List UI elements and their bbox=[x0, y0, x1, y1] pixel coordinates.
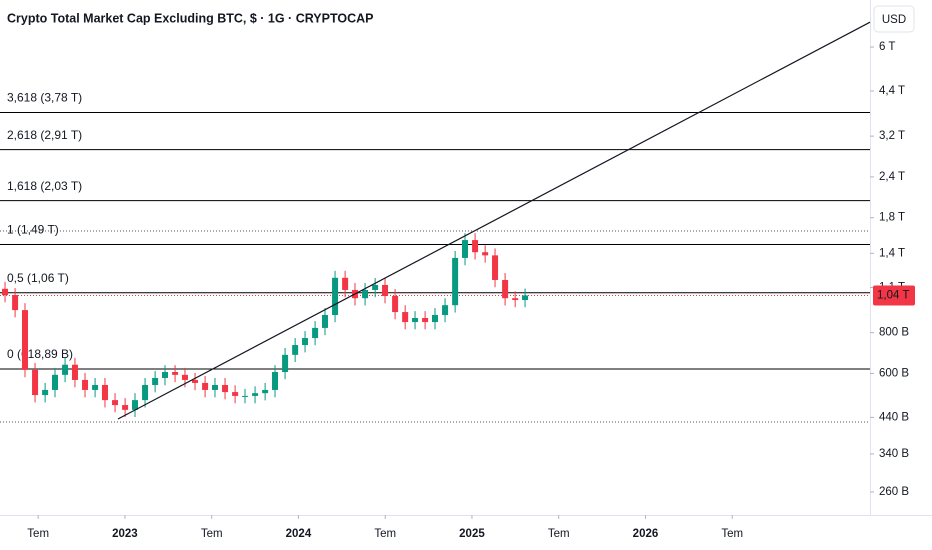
x-tick-label: Tem bbox=[721, 528, 743, 540]
candle-body bbox=[302, 338, 309, 346]
candle-body bbox=[472, 240, 479, 253]
candle-body bbox=[152, 377, 159, 385]
candle-body bbox=[101, 384, 108, 401]
y-tick-label: 800 B bbox=[879, 327, 909, 339]
currency-button[interactable] bbox=[873, 5, 915, 33]
candle-body bbox=[372, 284, 379, 290]
candle-body bbox=[71, 364, 78, 380]
candle-body bbox=[492, 255, 499, 280]
fib-label: 0 (618,89 B) bbox=[7, 347, 73, 361]
candle-body bbox=[162, 372, 169, 378]
y-tick-label: 340 B bbox=[879, 448, 909, 460]
candle-body bbox=[242, 395, 249, 397]
candle-body bbox=[462, 240, 469, 258]
candle-body bbox=[181, 374, 188, 380]
candle-body bbox=[362, 289, 369, 299]
candle-body bbox=[52, 374, 59, 390]
candle-body bbox=[222, 384, 229, 393]
candle-body bbox=[202, 382, 209, 390]
candle-body bbox=[211, 384, 218, 390]
fib-label: 1 (1,49 T) bbox=[7, 223, 59, 237]
candle-body bbox=[482, 252, 489, 256]
candle-body bbox=[422, 318, 429, 323]
candle-body bbox=[192, 379, 199, 383]
candle-body bbox=[172, 372, 179, 375]
x-tick-label: 2026 bbox=[633, 528, 659, 540]
candle-body bbox=[2, 288, 9, 296]
chart-title: Crypto Total Market Cap Excluding BTC, $… bbox=[7, 11, 373, 25]
candle-body bbox=[82, 379, 89, 390]
candle-body bbox=[402, 312, 409, 323]
fib-label: 0,5 (1,06 T) bbox=[7, 271, 69, 285]
candle-body bbox=[392, 295, 399, 313]
candle-body bbox=[452, 257, 459, 306]
candle-body bbox=[272, 372, 279, 390]
candle-body bbox=[342, 277, 349, 290]
candle-body bbox=[432, 315, 438, 323]
candle-body bbox=[12, 295, 19, 311]
y-tick-label: 600 B bbox=[879, 367, 909, 379]
candle-body bbox=[502, 279, 509, 299]
fib-label: 2,618 (2,91 T) bbox=[7, 128, 82, 142]
y-tick-label: 1,8 T bbox=[879, 212, 905, 224]
candle-body bbox=[321, 315, 328, 328]
candle-body bbox=[262, 389, 269, 394]
trend-line bbox=[117, 21, 871, 420]
candle-body bbox=[131, 400, 138, 410]
x-tick-label: Tem bbox=[27, 528, 49, 540]
x-tick-label: Tem bbox=[548, 528, 570, 540]
last-price-label: 1,04 T bbox=[877, 289, 909, 301]
candle-body bbox=[282, 354, 289, 373]
fib-label: 3,618 (3,78 T) bbox=[7, 91, 82, 105]
y-tick-label: 260 B bbox=[879, 486, 909, 498]
x-tick-label: Tem bbox=[201, 528, 223, 540]
candle-body bbox=[112, 400, 119, 406]
candle-body bbox=[412, 318, 419, 323]
y-tick-label: 3,2 T bbox=[879, 130, 905, 142]
candle-body bbox=[92, 384, 99, 390]
fib-label: 1,618 (2,03 T) bbox=[7, 179, 82, 193]
candle-body bbox=[382, 284, 389, 296]
candle-body bbox=[252, 393, 259, 396]
currency[interactable]: USD bbox=[882, 14, 906, 26]
candle-body bbox=[522, 295, 529, 301]
candle-body bbox=[142, 384, 149, 401]
candle-body bbox=[312, 327, 319, 339]
candle-body bbox=[21, 310, 28, 370]
candle-body bbox=[332, 277, 339, 316]
last-price-tag bbox=[873, 285, 915, 306]
y-tick-label: 6 T bbox=[879, 41, 895, 53]
candle-body bbox=[232, 392, 239, 396]
x-tick-label: 2023 bbox=[112, 528, 138, 540]
y-tick-label: 4,4 T bbox=[879, 85, 905, 97]
candle-body bbox=[512, 298, 519, 301]
y-tick-label: 440 B bbox=[879, 411, 909, 423]
y-tick-label: 2,4 T bbox=[879, 171, 905, 183]
y-tick-label: 1,4 T bbox=[879, 247, 905, 259]
candle-body bbox=[62, 364, 69, 375]
x-tick-label: 2025 bbox=[459, 528, 485, 540]
x-tick-label: 2024 bbox=[286, 528, 312, 540]
candle-body bbox=[32, 369, 39, 396]
candle-body bbox=[442, 305, 449, 316]
candle-body bbox=[122, 405, 129, 410]
candle-body bbox=[292, 345, 299, 355]
candle-body bbox=[42, 389, 49, 396]
x-tick-label: Tem bbox=[374, 528, 396, 540]
